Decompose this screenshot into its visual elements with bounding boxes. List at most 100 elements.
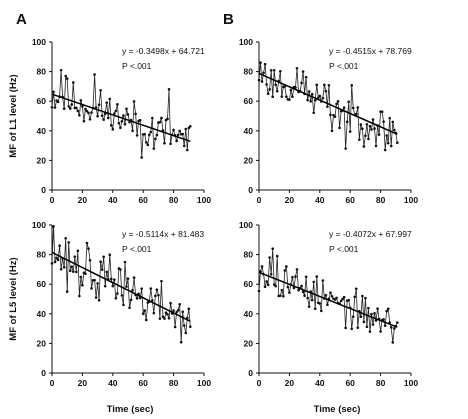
data-point — [266, 92, 270, 96]
x-tick-label: 80 — [376, 195, 386, 205]
y-tick-label: 40 — [244, 126, 254, 136]
y-tick-label: 0 — [41, 368, 46, 378]
data-point — [85, 109, 89, 113]
regression-equation: y = -0.4515x + 78.769 — [329, 46, 412, 56]
data-point — [344, 326, 347, 330]
data-point — [329, 113, 332, 117]
data-point — [103, 284, 107, 288]
data-point — [88, 259, 92, 262]
data-point — [125, 107, 128, 111]
data-point — [79, 99, 83, 102]
x-tick-label: 80 — [169, 378, 179, 388]
data-point — [93, 278, 96, 282]
data-point — [257, 78, 261, 82]
data-point — [172, 128, 175, 132]
data-point — [389, 144, 393, 148]
data-point — [176, 308, 180, 312]
x-tick-label: 60 — [345, 195, 355, 205]
y-tick-label: 60 — [244, 279, 254, 289]
data-point — [388, 116, 392, 120]
data-point — [178, 129, 181, 133]
data-point — [351, 315, 355, 318]
data-point — [185, 148, 189, 152]
regression-line — [258, 72, 398, 135]
data-point — [71, 270, 75, 273]
data-point — [285, 95, 288, 98]
data-point — [99, 89, 102, 92]
y-tick-label: 80 — [37, 67, 47, 77]
data-point — [350, 327, 354, 331]
x-tick-label: 100 — [404, 195, 418, 205]
data-point — [285, 265, 288, 268]
data-point — [166, 313, 169, 316]
data-point — [266, 283, 270, 287]
data-point — [347, 298, 350, 302]
data-point — [268, 256, 271, 259]
x-tick-label: 0 — [50, 195, 55, 205]
x-tick-label: 100 — [404, 378, 418, 388]
data-point — [154, 137, 157, 141]
data-point — [330, 129, 334, 133]
y-tick-label: 40 — [244, 309, 254, 319]
data-point — [344, 147, 347, 150]
data-point — [350, 84, 354, 87]
x-tick-label: 40 — [315, 195, 325, 205]
p-value-label: P <.001 — [329, 61, 359, 71]
data-point — [166, 117, 169, 121]
data-point — [59, 267, 63, 271]
x-tick-label: 20 — [285, 378, 295, 388]
x-tick-label: 100 — [197, 195, 211, 205]
data-point — [64, 74, 67, 78]
data-point — [385, 134, 388, 137]
data-point — [303, 294, 306, 298]
data-point — [131, 129, 134, 133]
data-point — [318, 302, 322, 305]
data-point — [122, 303, 125, 307]
data-point — [367, 306, 370, 310]
data-point — [342, 106, 346, 109]
data-point — [364, 134, 367, 138]
data-point — [392, 128, 396, 132]
data-point — [324, 293, 328, 297]
data-point — [312, 280, 316, 284]
data-point — [173, 325, 177, 329]
data-point — [113, 278, 116, 281]
data-point — [373, 312, 376, 315]
data-point — [288, 291, 291, 294]
data-point — [52, 225, 55, 228]
y-tick-label: 40 — [37, 126, 47, 136]
data-point — [68, 107, 72, 110]
data-point — [94, 296, 98, 299]
data-point — [361, 127, 364, 131]
data-point — [132, 100, 136, 103]
y-tick-label: 80 — [244, 67, 254, 77]
data-point — [306, 98, 309, 102]
data-point — [312, 111, 316, 115]
data-point — [333, 298, 337, 301]
data-point — [147, 133, 151, 137]
data-point — [108, 253, 112, 257]
data-point — [361, 294, 364, 298]
data-point — [364, 296, 367, 300]
data-point — [175, 310, 178, 314]
data-point — [291, 95, 294, 98]
data-point — [111, 128, 115, 131]
data-point — [152, 311, 156, 315]
data-point — [67, 241, 71, 244]
data-point — [269, 69, 273, 72]
data-point — [181, 132, 185, 136]
y-tick-label: 100 — [239, 37, 253, 47]
data-point — [97, 299, 101, 302]
data-point — [122, 114, 125, 117]
data-point — [53, 260, 57, 264]
data-point — [289, 88, 293, 92]
data-point — [75, 106, 78, 110]
data-point — [315, 83, 319, 87]
data-point — [354, 112, 358, 116]
data-point — [376, 307, 379, 310]
data-point — [102, 255, 105, 259]
data-point — [84, 107, 87, 111]
data-point — [113, 112, 116, 115]
data-point — [367, 137, 370, 141]
data-point — [306, 296, 309, 300]
